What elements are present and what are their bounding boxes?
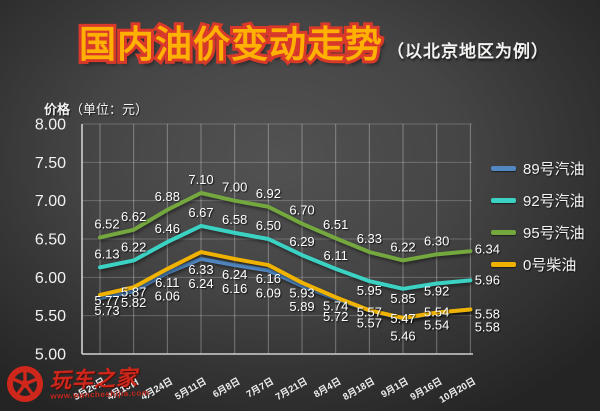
data-label: 5.77	[94, 293, 119, 308]
data-label: 6.46	[155, 221, 180, 236]
legend-item-0: 89号汽油	[491, 158, 585, 179]
data-label: 5.87	[121, 284, 146, 299]
data-label: 7.10	[188, 172, 213, 187]
data-label: 5.89	[289, 299, 314, 314]
x-tick-label: 5月11日	[173, 376, 208, 403]
axes	[81, 124, 473, 355]
y-tick-label: 5.00	[35, 347, 66, 364]
y-tick-label: 6.50	[35, 232, 66, 249]
y-axis-title: 价格（单位：元）	[44, 99, 148, 118]
legend-label: 89号汽油	[523, 161, 585, 178]
data-label: 5.72	[323, 309, 348, 324]
series-line-0号柴油	[98, 250, 473, 320]
legend-item-2: 95号汽油	[491, 222, 585, 243]
data-label: 5.58	[475, 320, 500, 335]
data-label: 6.16	[222, 281, 247, 296]
legend-item-3: 0号柴油	[491, 254, 585, 275]
data-label: 5.46	[390, 329, 415, 344]
data-label: 5.54	[424, 305, 449, 320]
data-label: 6.09	[256, 285, 281, 300]
watermark-url: www.wancheshijia.com	[50, 388, 150, 401]
data-label: 6.70	[289, 203, 314, 218]
data-label: 6.34	[475, 241, 500, 256]
y-tick-label: 8.00	[35, 117, 66, 134]
data-label: 6.58	[222, 212, 247, 227]
data-label: 6.22	[390, 239, 415, 254]
x-tick-label: 8月4日	[312, 376, 343, 400]
data-label: 5.73	[94, 303, 119, 318]
watermark: 玩车之家 www.wancheshijia.com	[4, 363, 150, 405]
legend-label: 95号汽油	[523, 225, 585, 242]
series-labels-92号汽油: 6.13 6.226.466.67 6.58 6.506.296.115.955.85…	[94, 205, 500, 306]
vertical-gridlines	[99, 124, 471, 354]
data-label: 5.93	[289, 286, 314, 301]
y-axis-tick-labels: 8.00 7.50 7.00 6.50 6.00 5.50 5.00	[35, 117, 66, 364]
data-label: 6.11	[324, 248, 348, 263]
data-label: 5.54	[424, 318, 449, 333]
data-label: 6.88	[155, 189, 180, 204]
x-tick-label: 8月18日	[341, 376, 377, 403]
chart-title-block: 国内油价变动走势 国内油价变动走势 （以北京地区为例）	[0, 23, 600, 66]
legend-swatch-line	[491, 230, 516, 235]
data-label: 5.57	[357, 315, 382, 330]
data-label: 5.47	[390, 311, 415, 326]
series-line-92号汽油	[98, 223, 473, 291]
data-label: 6.51	[323, 217, 348, 232]
series-line-95号汽油	[98, 191, 473, 263]
data-label: 5.58	[475, 307, 500, 322]
y-tick-label: 7.00	[35, 193, 66, 210]
data-label: 5.95	[357, 283, 382, 298]
data-label: 6.62	[121, 209, 146, 224]
data-label: 7.00	[222, 180, 247, 195]
series-labels-95号汽油: 6.526.62 6.88 7.10 7.00 6.92 6.70 6.51 6.33 6.22…	[94, 172, 500, 256]
data-label: 6.33	[357, 231, 382, 246]
data-label: 6.67	[188, 205, 213, 220]
data-label: 5.85	[390, 291, 415, 306]
chart-subtitle: （以北京地区为例）	[387, 42, 549, 61]
y-tick-label: 7.50	[35, 155, 66, 172]
legend-swatch-line	[491, 198, 516, 203]
data-label: 5.92	[424, 283, 449, 298]
data-label: 6.30	[424, 233, 449, 248]
x-tick-label: 7月21日	[274, 376, 310, 403]
wheel-logo-icon	[7, 366, 43, 402]
chart-legend: 89号汽油 92号汽油 95号汽油 0号柴油	[491, 158, 585, 275]
y-axis-title-main: 价格	[44, 102, 71, 117]
data-label: 5.96	[475, 272, 500, 287]
data-label: 6.52	[94, 216, 119, 231]
y-tick-label: 6.00	[35, 270, 66, 287]
chart-title: 国内油价变动走势 国内油价变动走势	[76, 23, 385, 66]
data-label: 6.13	[94, 246, 119, 261]
series-labels-89号汽油: 5.735.82 6.06 6.24 6.16 6.09 5.89 5.72 5.57 5.46…	[94, 276, 500, 344]
series-labels-0号柴油: 5.775.876.116.33 6.24 6.165.935.74 5.57 5.47…	[94, 262, 500, 326]
watermark-text: 玩车之家 www.wancheshijia.com	[49, 367, 150, 401]
legend-item-1: 92号汽油	[491, 190, 585, 211]
data-label: 6.92	[256, 186, 281, 201]
data-label: 6.06	[155, 289, 180, 304]
data-label: 6.29	[289, 234, 314, 249]
x-tick-label: 9月1日	[379, 376, 410, 400]
x-tick-label: 6月8日	[211, 376, 242, 400]
chart-title-outline: 国内油价变动走势	[76, 23, 385, 66]
legend-label: 92号汽油	[523, 193, 585, 210]
data-label: 6.24	[188, 276, 213, 291]
y-axis-title-unit: （单位：元）	[70, 102, 149, 117]
data-label: 6.16	[256, 271, 281, 286]
legend-swatch-line	[491, 166, 516, 171]
x-tick-label: 7月7日	[245, 376, 276, 400]
data-label: 5.82	[121, 295, 146, 310]
legend-label: 0号柴油	[523, 257, 577, 274]
data-label: 5.57	[357, 304, 382, 319]
legend-swatch-line	[491, 262, 516, 267]
data-label: 6.50	[256, 218, 281, 233]
x-tick-label: 10月20日	[438, 376, 478, 406]
data-label: 6.33	[188, 262, 213, 277]
data-label: 6.11	[155, 275, 179, 290]
data-label: 5.74	[323, 298, 348, 313]
y-tick-label: 5.50	[35, 308, 66, 325]
data-label: 6.22	[121, 239, 146, 254]
data-label: 6.24	[222, 267, 247, 282]
